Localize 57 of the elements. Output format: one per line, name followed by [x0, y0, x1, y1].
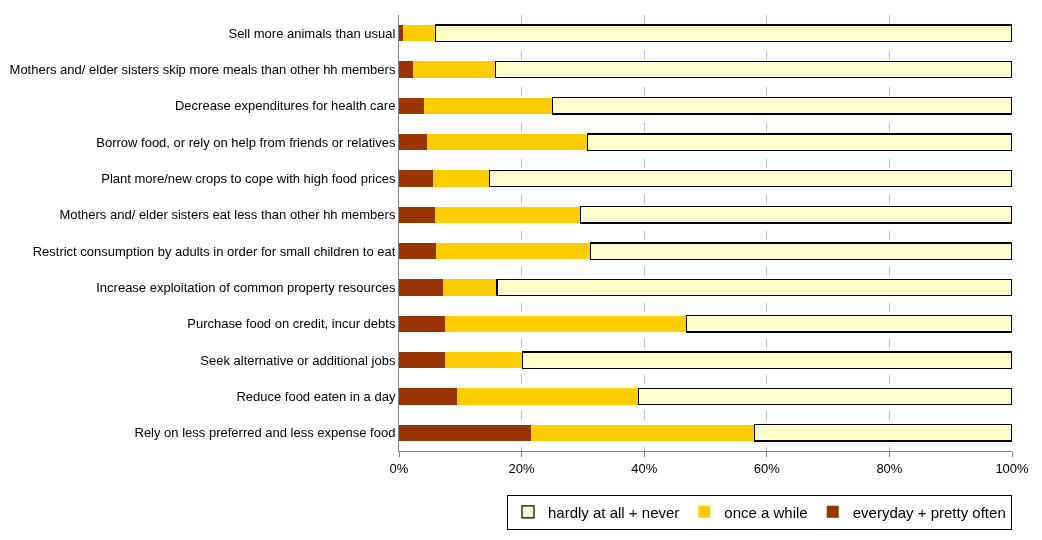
bar [427, 133, 588, 151]
bar [521, 351, 1012, 369]
bar [456, 388, 639, 405]
bar [399, 170, 434, 187]
bar [444, 315, 687, 333]
bar [413, 61, 496, 78]
y-tick-label: Decrease expenditures for health care [174, 98, 396, 114]
bar [587, 133, 1012, 151]
bar [579, 206, 1012, 224]
y-tick-label: Mothers and/ elder sisters skip more meals than other hh members [9, 62, 396, 78]
bar [434, 24, 1012, 42]
y-tick-label: Borrow food, or rely on help from friends or relatives [96, 134, 396, 150]
bar [442, 279, 498, 296]
x-tick-label: 60% [753, 460, 781, 476]
bar [552, 97, 1012, 115]
bar [433, 170, 490, 187]
bar [494, 60, 1012, 79]
y-tick-label: Purchase food on credit, incur debts [187, 316, 396, 332]
y-tick-label: Mothers and/ elder sisters eat less than other hh members [59, 207, 396, 223]
bar [435, 206, 581, 224]
bar [399, 24, 403, 42]
y-tick-label: Increase exploitation of common property resources [96, 280, 396, 296]
y-tick-label: Seek alternative or additional jobs [200, 352, 396, 368]
bar [402, 24, 436, 42]
x-tick-label: 80% [876, 460, 903, 476]
x-tick-label: 100% [995, 460, 1030, 476]
bar [399, 315, 445, 333]
bar [685, 315, 1012, 333]
bar [638, 387, 1012, 406]
legend-label: hardly at all + never [548, 503, 680, 521]
bar [444, 351, 523, 369]
y-tick-label: Plant more/new crops to cope with high food prices [101, 171, 396, 187]
x-tick-label: 40% [631, 460, 658, 476]
bar [496, 278, 1012, 297]
bar [399, 351, 445, 369]
x-tick-label: 20% [508, 460, 536, 476]
bar [399, 279, 443, 296]
bar [436, 242, 591, 260]
bar [530, 424, 755, 442]
y-tick-label: Reduce food eaten in a day [236, 389, 396, 405]
bar [399, 388, 457, 405]
bar [399, 424, 531, 442]
bar [399, 242, 437, 260]
y-tick-label: Rely on less preferred and less expense food [134, 425, 396, 441]
bar [399, 133, 428, 151]
bar [753, 424, 1012, 442]
bar [399, 61, 414, 78]
legend-label: once a while [724, 503, 808, 521]
y-tick-label: Restrict consumption by adults in order for small children to eat [32, 243, 396, 259]
y-tick-label: Sell more animals than usual [228, 25, 396, 41]
bar [589, 242, 1012, 260]
legend-label: everyday + pretty often [852, 503, 1006, 521]
x-tick-label: 0% [389, 460, 409, 476]
bar [488, 169, 1012, 188]
bar [423, 97, 553, 115]
bar [399, 206, 436, 224]
bar [399, 97, 424, 115]
